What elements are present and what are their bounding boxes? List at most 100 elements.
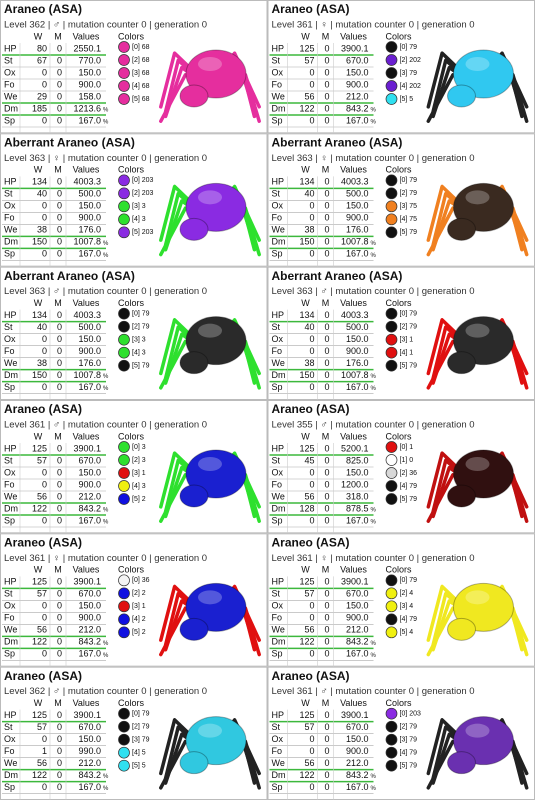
color-swatch (385, 346, 398, 359)
stat-wild: 57 (304, 589, 314, 599)
color-swatch (385, 320, 398, 333)
stat-value: 212.0 (346, 758, 369, 768)
card-title: Aberrant Araneo (ASA) (4, 136, 135, 150)
color-swatch (118, 333, 130, 346)
stat-value: 167.0 (78, 382, 101, 392)
color-label: [5] 79 (132, 363, 150, 370)
stat-mutated: 0 (57, 467, 62, 477)
stat-mutated: 0 (57, 503, 62, 513)
stat-name: St (4, 322, 13, 332)
stat-value: 1213.6 (73, 103, 101, 113)
spider-abdomen (453, 449, 514, 499)
stat-value: 500.0 (346, 189, 369, 199)
stat-wild: 134 (299, 177, 314, 187)
color-label: [3] 3 (132, 337, 146, 344)
spider-highlight (198, 457, 222, 471)
stat-unit: % (103, 386, 109, 392)
color-label: [5] 5 (132, 763, 146, 770)
stat-value: 167.0 (346, 382, 369, 392)
stat-wild: 0 (42, 613, 47, 623)
color-label: [5] 79 (400, 496, 418, 503)
stat-name: Dm (272, 237, 286, 247)
color-swatch (118, 441, 130, 453)
column-header: M (54, 31, 62, 41)
color-swatch (385, 67, 398, 79)
creature-image (426, 182, 529, 257)
spider-highlight (198, 323, 222, 338)
stat-value: 167.0 (78, 515, 101, 525)
column-header: M (54, 565, 62, 575)
color-label: [0] 3 (132, 444, 146, 451)
stat-value: 1007.8 (73, 237, 101, 247)
color-swatch (385, 746, 398, 759)
column-header: M (322, 565, 330, 575)
stat-value: 176.0 (346, 225, 369, 235)
stat-wild: 125 (32, 443, 47, 453)
stat-mutated: 0 (57, 515, 62, 525)
stat-mutated: 0 (324, 201, 329, 211)
stat-wild: 57 (304, 722, 314, 732)
stat-mutated: 0 (57, 782, 62, 792)
color-label: [3] 79 (400, 737, 418, 744)
column-header: W (34, 698, 43, 708)
stat-wild: 57 (37, 589, 47, 599)
stat-wild: 0 (42, 782, 47, 792)
stat-name: Dm (272, 637, 286, 647)
spider-highlight (465, 323, 490, 338)
color-label: [4] 79 (400, 750, 418, 757)
column-header: Colors (118, 565, 145, 575)
stat-mutated: 0 (57, 589, 62, 599)
color-swatch (118, 733, 130, 746)
color-label: [3] 1 (132, 603, 146, 610)
stat-mutated: 0 (324, 710, 329, 720)
stat-unit: % (103, 108, 109, 114)
stat-mutated: 0 (324, 55, 329, 65)
color-label: [4] 3 (132, 216, 146, 223)
color-swatch (118, 454, 130, 466)
color-swatch (385, 720, 398, 733)
stat-name: Sp (4, 782, 15, 792)
color-label: [2] 3 (132, 457, 146, 464)
card-title: Araneo (ASA) (272, 669, 350, 683)
creature-card: Aberrant Araneo (ASA) Level 363 | ♂ | mut… (0, 266, 268, 400)
stat-name: Fo (272, 479, 283, 489)
stat-mutated: 0 (57, 79, 62, 89)
column-header: M (322, 431, 330, 441)
stat-unit: % (371, 108, 377, 114)
color-swatch (385, 41, 398, 53)
stat-mutated: 0 (324, 115, 329, 125)
stat-value: 843.2 (346, 637, 369, 647)
color-swatch (385, 54, 398, 66)
stat-wild: 40 (304, 322, 314, 332)
stat-value: 167.0 (346, 515, 369, 525)
stat-unit: % (103, 786, 109, 792)
spider-highlight (465, 57, 490, 71)
stat-value: 670.0 (78, 455, 101, 465)
spider-abdomen (185, 449, 247, 499)
stat-mutated: 0 (57, 613, 62, 623)
stat-name: Fo (4, 479, 15, 489)
stat-mutated: 0 (324, 503, 329, 513)
stat-mutated: 0 (57, 734, 62, 744)
creature-image (426, 49, 529, 123)
stat-name: HP (272, 577, 285, 587)
stat-mutated: 0 (57, 370, 62, 380)
creature-card: Araneo (ASA) Level 361 | ♂ | mutation cou… (0, 400, 268, 534)
stat-mutated: 0 (57, 443, 62, 453)
color-swatch (385, 333, 398, 346)
color-label: [0] 79 (400, 311, 418, 318)
color-swatch (118, 480, 130, 492)
color-swatch (385, 93, 398, 105)
column-header: M (54, 298, 62, 308)
stat-name: Sp (272, 115, 283, 125)
card-title: Araneo (ASA) (4, 2, 82, 16)
card-subtitle: Level 361 | ♀ | mutation counter 0 | gen… (272, 553, 475, 564)
stat-wild: 0 (42, 67, 47, 77)
color-swatch (118, 187, 130, 200)
column-header: W (34, 565, 43, 575)
stat-mutated: 0 (324, 213, 329, 223)
stat-name: Fo (4, 346, 15, 356)
stat-value: 670.0 (78, 589, 101, 599)
color-label: [2] 36 (400, 470, 418, 477)
